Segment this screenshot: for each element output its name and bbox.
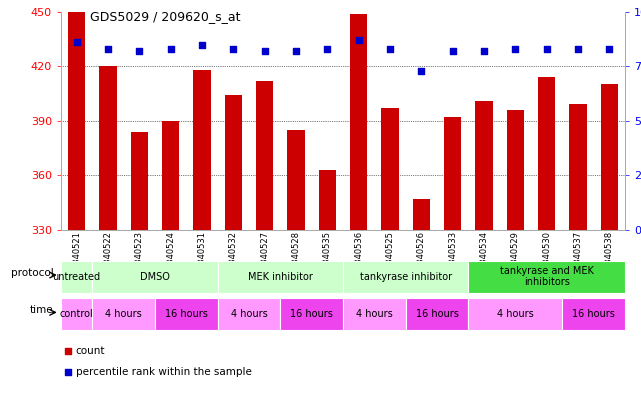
Bar <box>562 298 625 330</box>
Point <box>447 48 458 54</box>
Bar <box>217 298 280 330</box>
Bar <box>287 130 304 230</box>
Bar <box>350 14 367 230</box>
Text: 4 hours: 4 hours <box>105 309 142 319</box>
Point <box>71 39 81 46</box>
Point <box>291 48 301 54</box>
Point <box>399 64 410 70</box>
Bar <box>343 298 406 330</box>
Text: count: count <box>76 346 105 356</box>
Bar <box>444 117 462 230</box>
Bar <box>601 84 618 230</box>
Point <box>604 46 615 52</box>
Bar <box>217 261 343 293</box>
Point <box>103 46 113 52</box>
Text: 16 hours: 16 hours <box>572 309 615 319</box>
Text: tankyrase inhibitor: tankyrase inhibitor <box>360 272 452 282</box>
Text: 16 hours: 16 hours <box>290 309 333 319</box>
Bar <box>99 66 117 230</box>
Point <box>228 46 238 52</box>
Bar <box>194 70 210 230</box>
Bar <box>92 298 155 330</box>
Point <box>416 68 426 74</box>
Text: untreated: untreated <box>53 272 101 282</box>
Bar <box>406 298 469 330</box>
Point <box>573 46 583 52</box>
Point <box>134 48 144 54</box>
Bar <box>224 95 242 230</box>
Text: MEK inhibitor: MEK inhibitor <box>248 272 313 282</box>
Text: control: control <box>60 309 94 319</box>
Bar <box>413 199 430 230</box>
Bar <box>538 77 555 230</box>
Text: 4 hours: 4 hours <box>231 309 267 319</box>
Bar <box>506 110 524 230</box>
Point <box>510 46 520 52</box>
Bar <box>569 105 587 230</box>
Text: 4 hours: 4 hours <box>356 309 393 319</box>
Point <box>542 46 552 52</box>
Bar <box>61 298 92 330</box>
Text: time: time <box>30 305 54 315</box>
Bar <box>381 108 399 230</box>
Bar <box>68 12 85 230</box>
Text: tankyrase and MEK
inhibitors: tankyrase and MEK inhibitors <box>500 266 594 287</box>
Bar <box>319 170 336 230</box>
Bar <box>61 261 92 293</box>
Point <box>197 41 207 48</box>
Bar <box>162 121 179 230</box>
Point <box>165 46 176 52</box>
Point <box>385 46 395 52</box>
Point <box>260 48 270 54</box>
Text: protocol: protocol <box>11 268 54 278</box>
Text: 16 hours: 16 hours <box>165 309 208 319</box>
Text: DMSO: DMSO <box>140 272 170 282</box>
Point <box>353 37 363 43</box>
Bar <box>92 261 217 293</box>
Text: 16 hours: 16 hours <box>415 309 458 319</box>
Point <box>479 48 489 54</box>
Text: 4 hours: 4 hours <box>497 309 534 319</box>
Bar <box>131 132 148 230</box>
Bar <box>155 298 217 330</box>
Point <box>399 260 410 266</box>
Bar <box>280 298 343 330</box>
Bar <box>476 101 492 230</box>
Bar <box>343 261 469 293</box>
Bar <box>469 261 625 293</box>
Bar <box>256 81 273 230</box>
Text: percentile rank within the sample: percentile rank within the sample <box>76 367 251 377</box>
Text: GDS5029 / 209620_s_at: GDS5029 / 209620_s_at <box>90 10 240 23</box>
Point <box>322 46 333 52</box>
Bar <box>469 298 562 330</box>
